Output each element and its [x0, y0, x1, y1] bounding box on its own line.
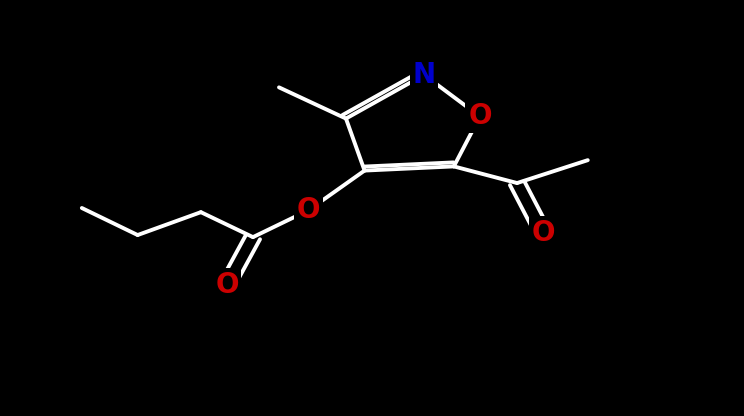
Text: O: O [297, 196, 321, 224]
Text: O: O [531, 219, 555, 247]
Text: O: O [215, 271, 239, 299]
Text: N: N [412, 61, 436, 89]
Text: O: O [468, 102, 492, 131]
